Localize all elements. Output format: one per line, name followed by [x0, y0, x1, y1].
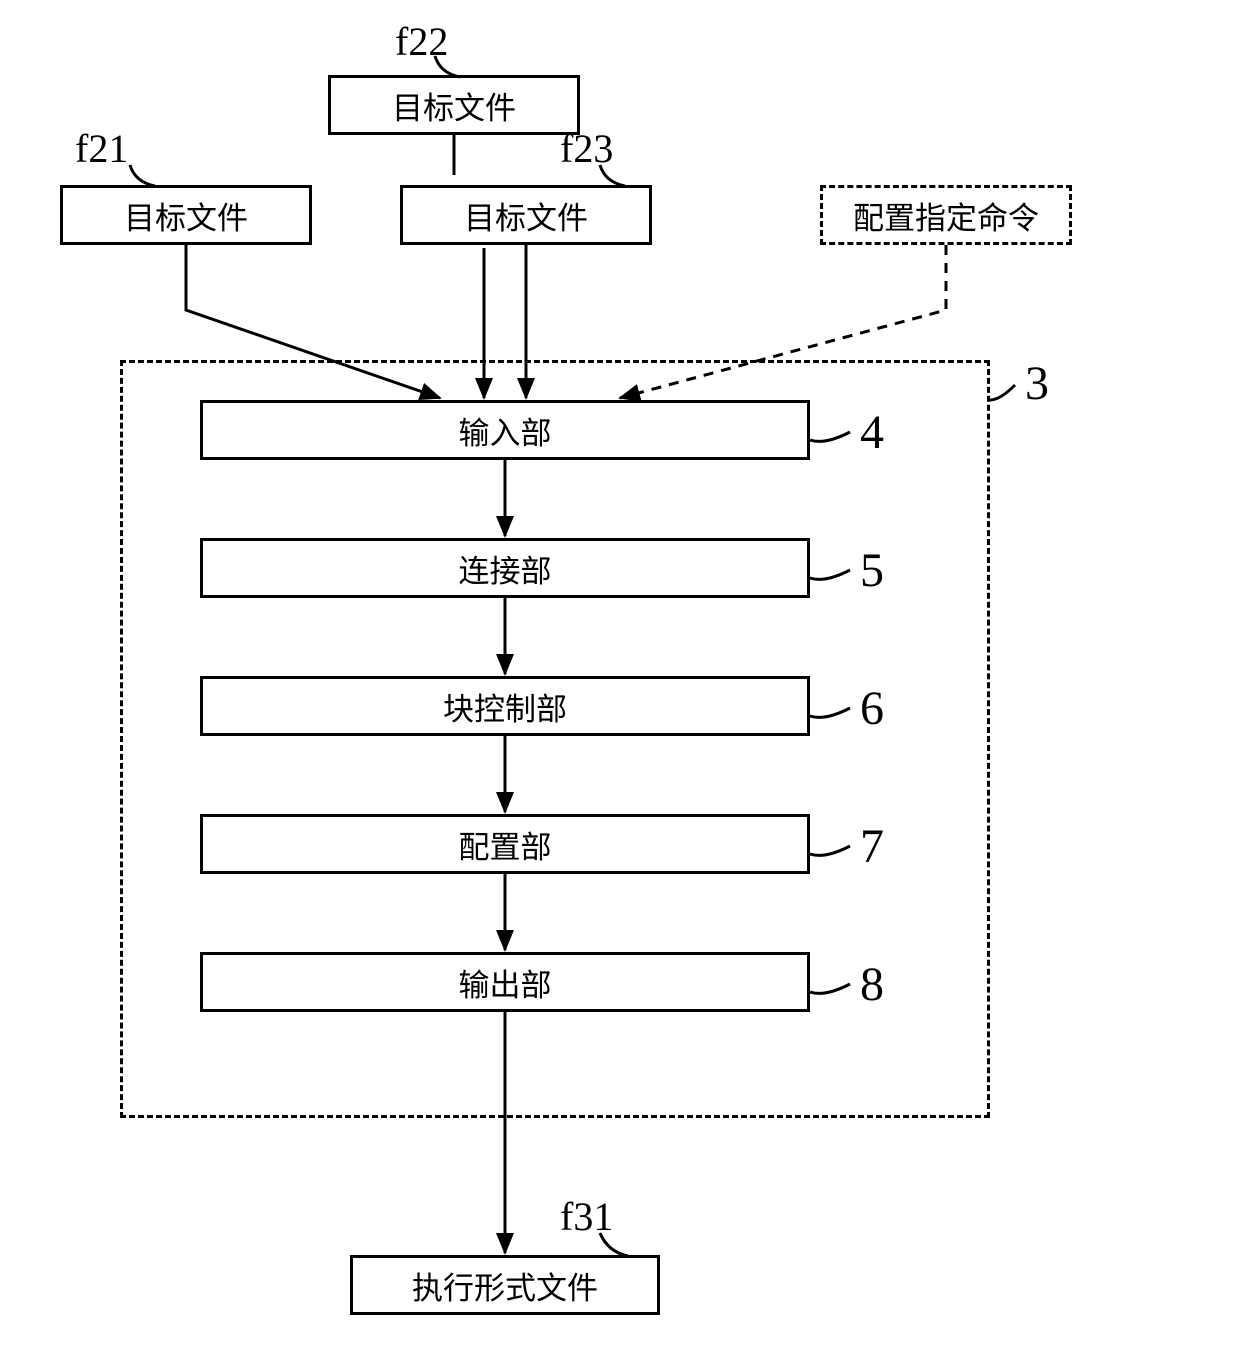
- label-f21: f21: [75, 125, 128, 172]
- num-7: 7: [860, 819, 884, 874]
- num-6: 6: [860, 681, 884, 736]
- node-text: 配置部: [459, 822, 552, 867]
- node-text: 目标文件: [392, 83, 516, 128]
- label-f31: f31: [560, 1193, 613, 1240]
- label-f23: f23: [560, 125, 613, 172]
- node-target-file-f21: 目标文件: [60, 185, 312, 245]
- node-text: 执行形式文件: [412, 1263, 598, 1308]
- num-3: 3: [1025, 356, 1049, 411]
- node-text: 输入部: [459, 408, 552, 453]
- node-block-control-6: 块控制部: [200, 676, 810, 736]
- node-connect-5: 连接部: [200, 538, 810, 598]
- node-text: 块控制部: [443, 684, 567, 729]
- node-text: 输出部: [459, 960, 552, 1005]
- node-output-8: 输出部: [200, 952, 810, 1012]
- node-target-file-f23: 目标文件: [400, 185, 652, 245]
- node-text: 目标文件: [124, 193, 248, 238]
- num-5: 5: [860, 543, 884, 598]
- node-input-4: 输入部: [200, 400, 810, 460]
- node-exec-file-f31: 执行形式文件: [350, 1255, 660, 1315]
- label-f22: f22: [395, 18, 448, 65]
- node-text: 目标文件: [464, 193, 588, 238]
- node-text: 连接部: [459, 546, 552, 591]
- num-8: 8: [860, 957, 884, 1012]
- node-config-command: 配置指定命令: [820, 185, 1072, 245]
- node-text: 配置指定命令: [853, 193, 1039, 238]
- num-4: 4: [860, 405, 884, 460]
- node-target-file-f22: 目标文件: [328, 75, 580, 135]
- node-config-7: 配置部: [200, 814, 810, 874]
